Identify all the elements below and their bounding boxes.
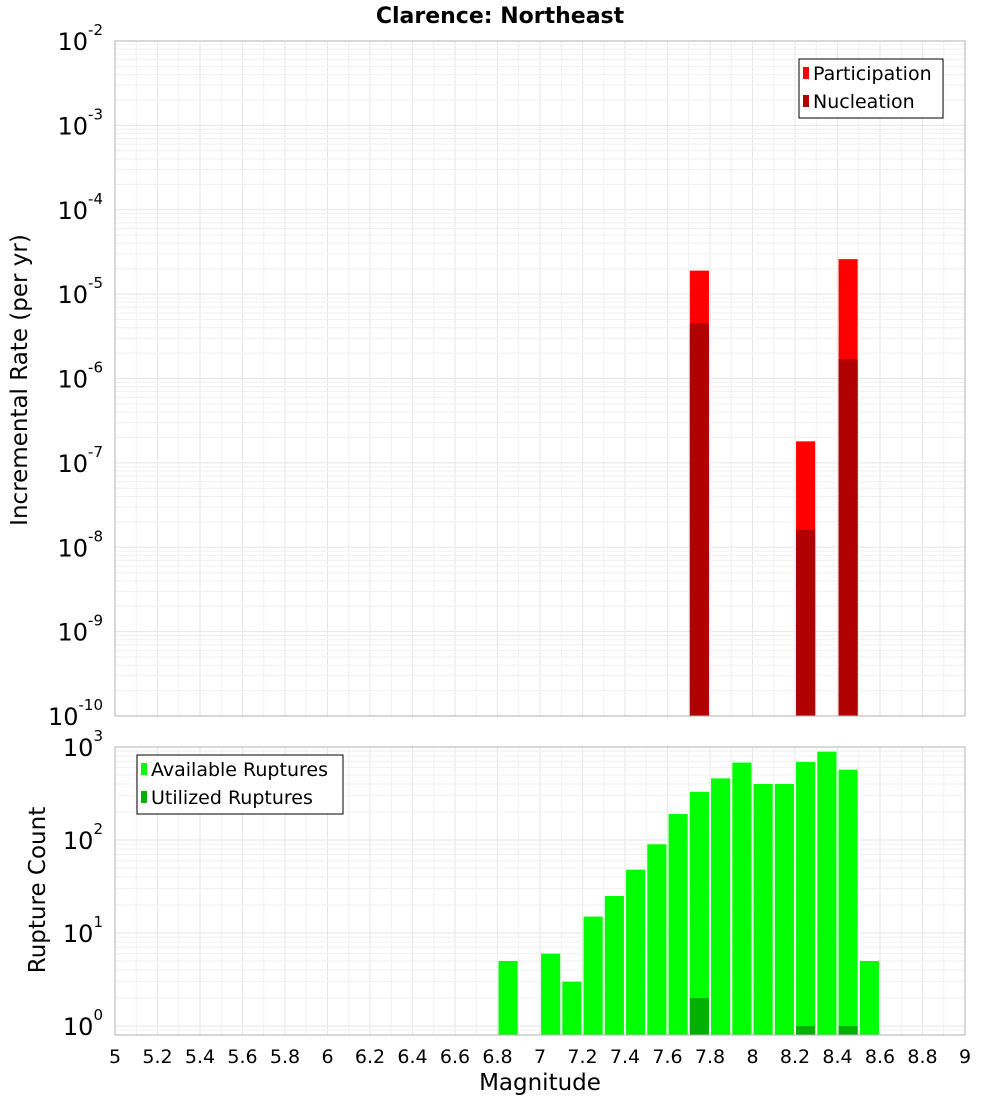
- rate-plot-frame: [114, 40, 966, 717]
- count-x-tick-label: 5.4: [185, 1046, 215, 1068]
- rate-y-tick-label: 10-5: [57, 274, 103, 309]
- count-bar-available-ruptures: [498, 960, 518, 1035]
- rate-bar-nucleation: [838, 359, 858, 716]
- rate-legend: Participation Nucleation: [798, 58, 944, 119]
- rate-y-tick-label: 10-9: [57, 612, 103, 647]
- count-bar-available-ruptures: [774, 784, 794, 1035]
- count-bar-utilized-ruptures: [796, 1025, 816, 1035]
- rate-y-tick-label: 10-3: [57, 105, 103, 140]
- count-x-tick-label: 6.8: [482, 1046, 512, 1068]
- rate-legend-swatch: [803, 95, 809, 107]
- chart-title: Clarence: Northeast: [376, 4, 625, 29]
- count-x-tick-label: 7.4: [610, 1046, 640, 1068]
- count-x-tick-label: 5: [109, 1046, 121, 1068]
- count-x-tick-label: 8: [746, 1046, 758, 1068]
- rate-y-tick-label: 10-6: [57, 359, 103, 394]
- rate-legend-label: Participation: [813, 63, 932, 85]
- count-bar-available-ruptures: [796, 761, 816, 1035]
- count-bar-available-ruptures: [668, 814, 688, 1035]
- count-bar-utilized-ruptures: [838, 1025, 858, 1035]
- count-bar-available-ruptures: [817, 751, 837, 1035]
- rate-y-tick-label: 10-10: [48, 696, 103, 731]
- count-legend-box: [136, 754, 344, 815]
- count-x-tick-label: 5.2: [142, 1046, 172, 1068]
- count-x-tick-label: 7.2: [567, 1046, 597, 1068]
- count-x-tick-label: 7.6: [652, 1046, 682, 1068]
- rate-bar-nucleation: [689, 323, 709, 716]
- rate-legend-box: [798, 58, 944, 119]
- rate-y-tick-label: 10-7: [57, 443, 103, 478]
- count-x-tick-label: 6: [321, 1046, 333, 1068]
- count-bar-available-ruptures: [604, 895, 624, 1035]
- count-legend-label: Available Ruptures: [151, 759, 328, 781]
- count-bar-available-ruptures: [732, 762, 752, 1035]
- count-bar-available-ruptures: [626, 869, 646, 1035]
- count-y-tick-label: 102: [63, 820, 103, 855]
- count-bar-available-ruptures: [583, 916, 603, 1035]
- count-bar-available-ruptures: [753, 784, 773, 1035]
- x-axis-label: Magnitude: [479, 1070, 601, 1096]
- rate-plot: 10-10 10-9 10-8 10-7 10-6 10-5 10-4 10-3 10-2 Par…: [48, 21, 966, 731]
- rate-legend-swatch: [803, 67, 809, 79]
- count-bar-available-ruptures: [711, 778, 731, 1035]
- count-y-tick-label: 100: [63, 1006, 103, 1041]
- rate-bar-nucleation: [796, 530, 816, 716]
- count-x-tick-label: 8.2: [780, 1046, 810, 1068]
- count-bar-available-ruptures: [541, 953, 561, 1035]
- count-x-tick-label: 6.6: [440, 1046, 470, 1068]
- count-bar-available-ruptures: [562, 981, 582, 1035]
- count-x-tick-label: 5.8: [270, 1046, 300, 1068]
- count-x-tick-label: 7: [534, 1046, 546, 1068]
- count-x-tick-label: 5.6: [227, 1046, 257, 1068]
- count-x-tick-label: 8.6: [865, 1046, 895, 1068]
- rate-y-tick-label: 10-2: [57, 21, 103, 56]
- count-bar-available-ruptures: [689, 791, 709, 1035]
- count-legend: Available Ruptures Utilized Ruptures: [136, 754, 344, 815]
- count-x-tick-label: 6.2: [355, 1046, 385, 1068]
- count-bar-available-ruptures: [838, 769, 858, 1035]
- count-plot-frame: [114, 746, 966, 1036]
- count-y-tick-label: 103: [63, 727, 103, 762]
- count-x-tick-label: 8.8: [907, 1046, 937, 1068]
- rate-y-tick-label: 10-8: [57, 527, 103, 562]
- count-x-tick-label: 8.4: [822, 1046, 852, 1068]
- top-y-axis-label: Incremental Rate (per yr): [7, 234, 33, 526]
- bottom-y-axis-label: Rupture Count: [25, 807, 51, 973]
- count-bar-available-ruptures: [859, 960, 879, 1035]
- count-x-tick-label: 7.8: [695, 1046, 725, 1068]
- count-x-tick-label: 6.4: [397, 1046, 427, 1068]
- count-legend-swatch: [141, 791, 147, 803]
- count-y-tick-label: 101: [63, 913, 103, 948]
- count-bar-available-ruptures: [647, 844, 667, 1035]
- count-x-tick-label: 9: [959, 1046, 971, 1068]
- count-bar-utilized-ruptures: [689, 997, 709, 1035]
- count-legend-swatch: [141, 763, 147, 775]
- count-legend-label: Utilized Ruptures: [151, 787, 313, 809]
- rate-y-tick-label: 10-4: [57, 190, 103, 225]
- rate-legend-label: Nucleation: [813, 91, 915, 113]
